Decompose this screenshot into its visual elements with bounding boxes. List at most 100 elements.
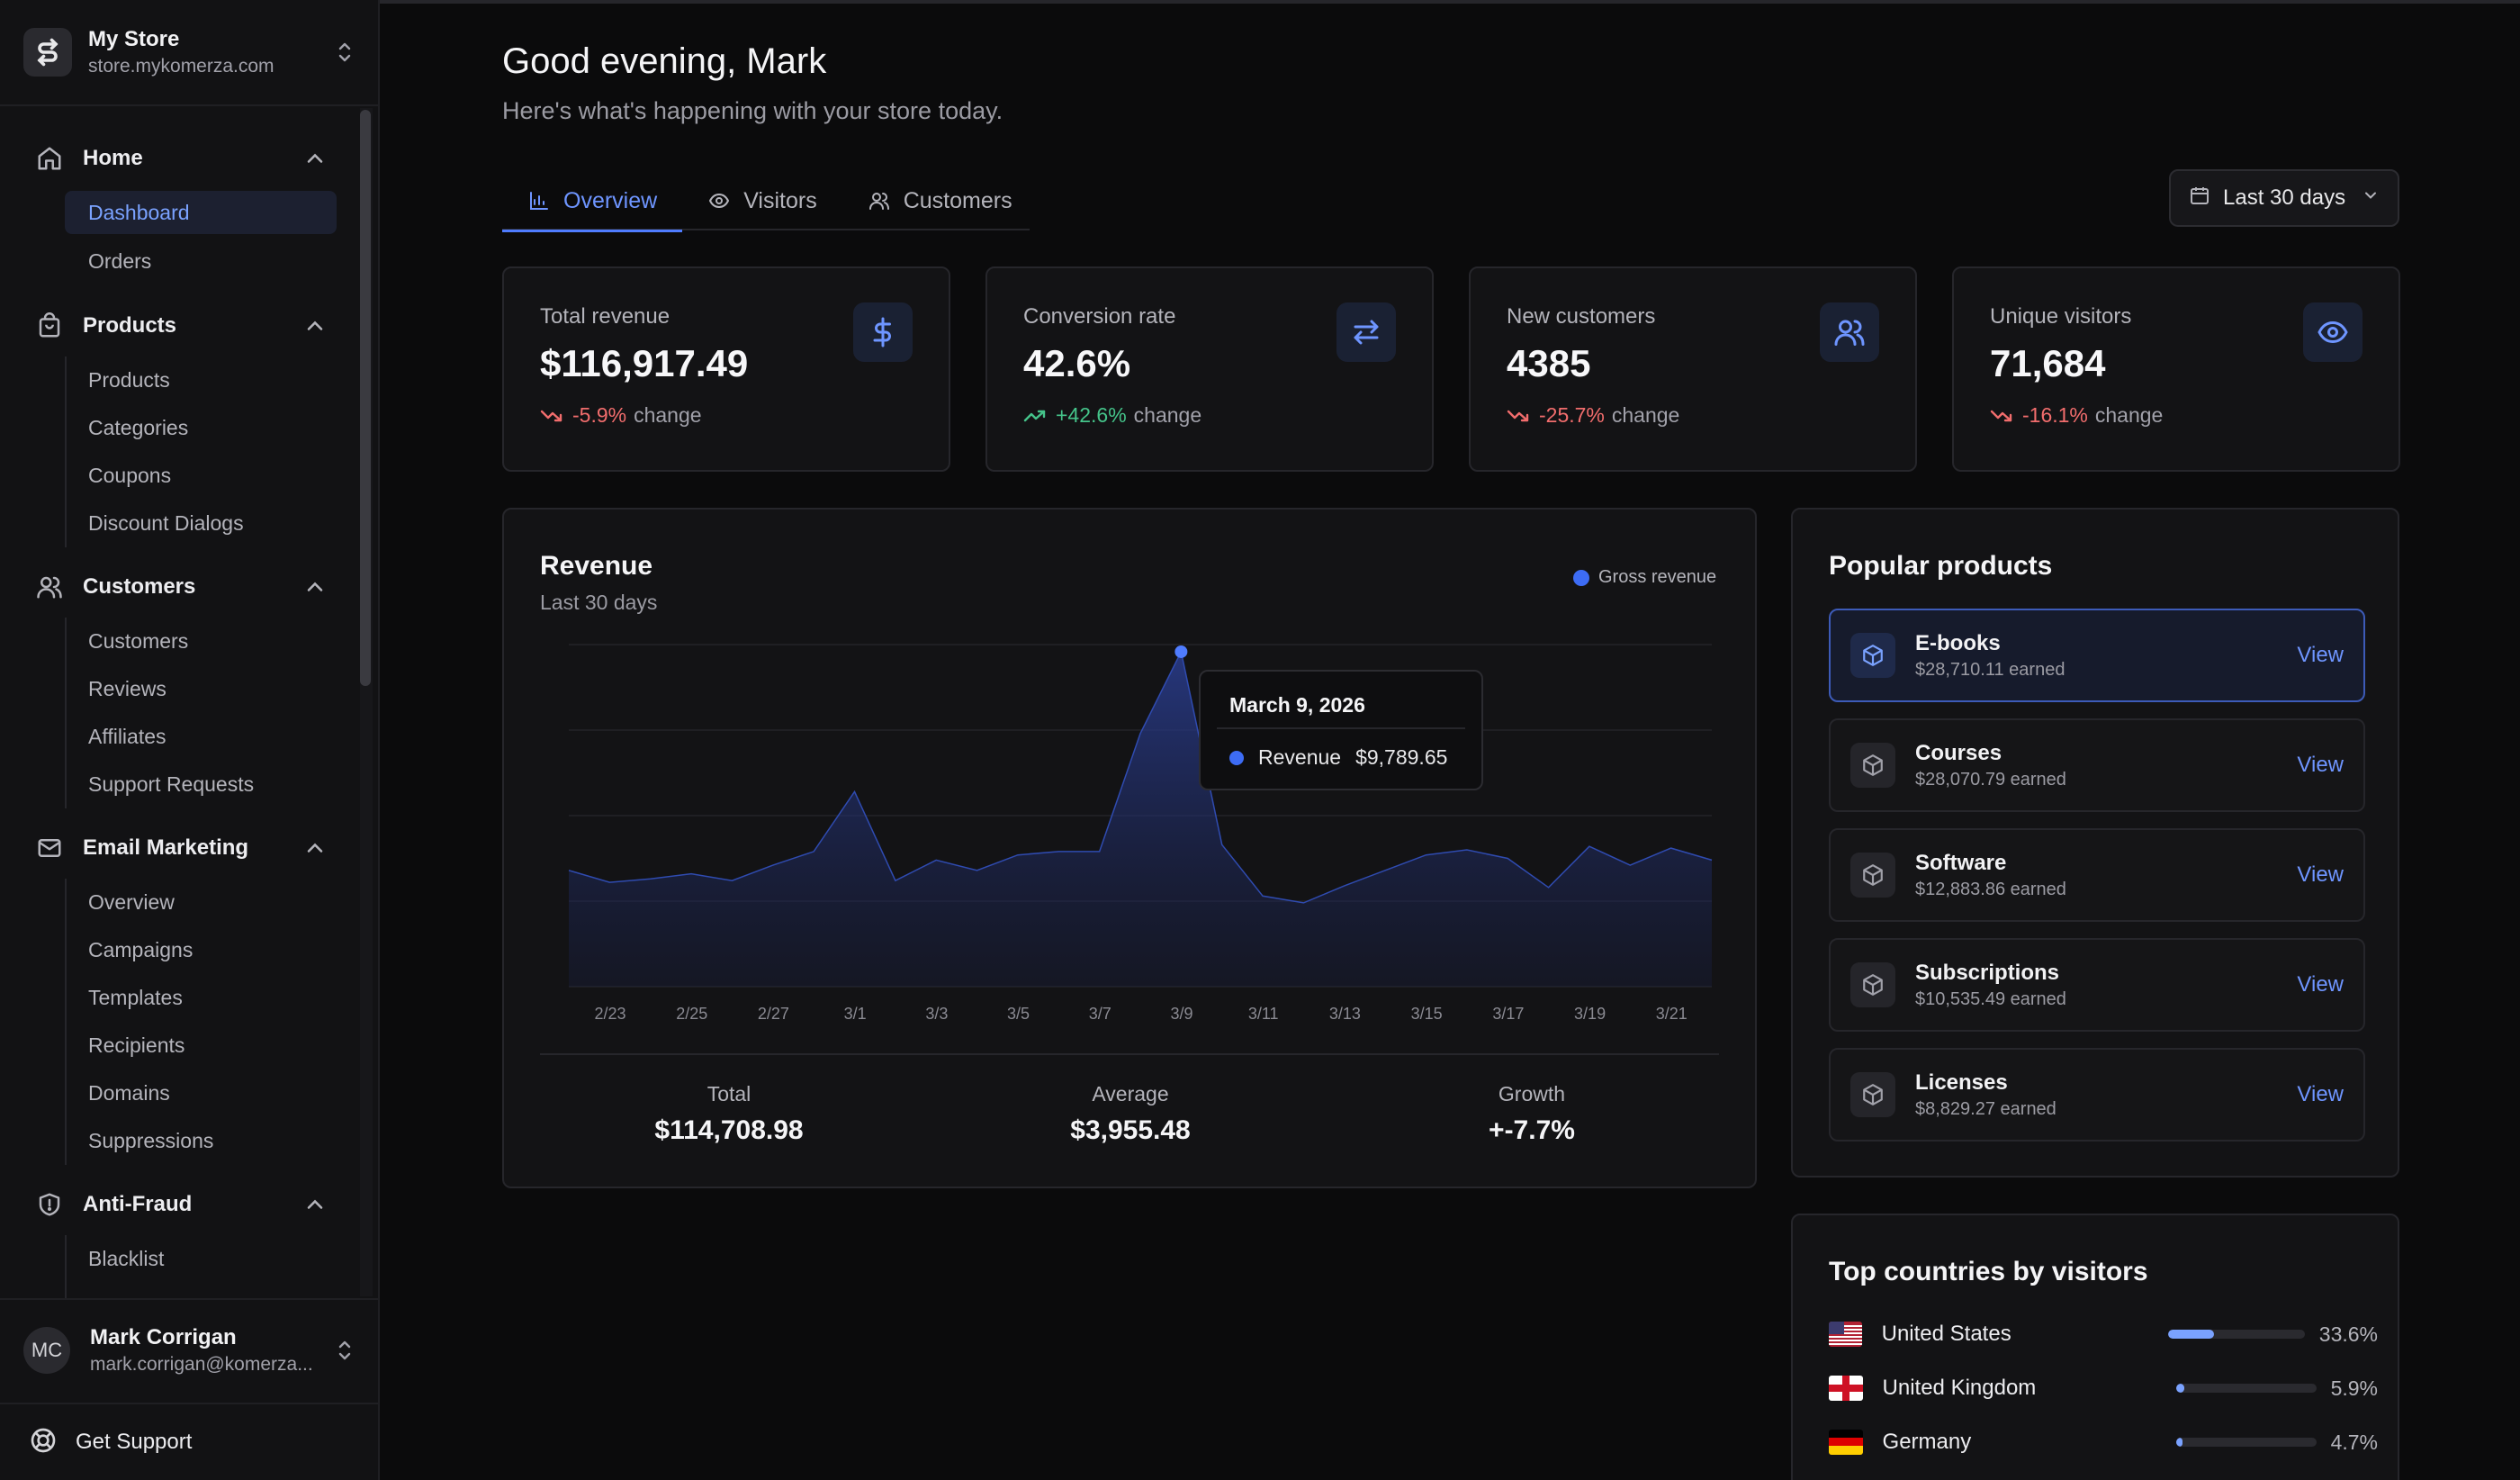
summary-value: $114,708.98 <box>654 1115 804 1145</box>
user-email: mark.corrigan@komerza... <box>90 1354 313 1375</box>
product-view-link[interactable]: View <box>2297 972 2344 997</box>
country-pct: 4.7% <box>2330 1430 2378 1454</box>
tab-label: Visitors <box>743 187 817 213</box>
tab-overview[interactable]: Overview <box>502 171 683 232</box>
dollar-icon <box>853 302 913 362</box>
box-icon <box>1850 1072 1895 1117</box>
revenue-title: Revenue <box>540 551 653 581</box>
lifebuoy-icon <box>29 1426 58 1459</box>
country-pct: 33.6% <box>2318 1322 2378 1346</box>
sidebar-item-products[interactable]: Products <box>88 367 170 392</box>
page-subtitle: Here's what's happening with your store … <box>502 97 1004 124</box>
sidebar-item-orders[interactable]: Orders <box>88 248 152 273</box>
nav-group-home[interactable]: Home <box>34 139 328 178</box>
chart-tooltip: March 9, 2026 Revenue $9,789.65 <box>1199 670 1483 790</box>
product-row-courses[interactable]: Courses $28,070.79 earned View <box>1829 718 2365 812</box>
product-row-subscriptions[interactable]: Subscriptions $10,535.49 earned View <box>1829 938 2365 1032</box>
stat-label: New customers <box>1507 304 1656 329</box>
box-icon <box>1850 962 1895 1007</box>
tab-visitors[interactable]: Visitors <box>682 171 842 230</box>
revenue-chart[interactable]: 2/23 2/25 2/27 3/1 3/3 3/5 3/7 3/9 3/11 3/13 3/15 3… <box>504 510 1755 1050</box>
sidebar-item-recipients[interactable]: Recipients <box>88 1033 185 1057</box>
series-area-gross-revenue[interactable] <box>569 651 1712 987</box>
dashboard-tabs: Overview Visitors Customers <box>502 171 1030 232</box>
stat-change-value: -25.7% <box>1539 403 1605 427</box>
chart-point-highlight[interactable] <box>1174 645 1188 658</box>
eye-icon <box>707 189 731 212</box>
product-row-software[interactable]: Software $12,883.86 earned View <box>1829 828 2365 922</box>
stat-value: 71,684 <box>1990 342 2106 384</box>
country-bar-fill <box>2175 1438 2182 1447</box>
nav-group-anti-fraud[interactable]: Anti-Fraud <box>34 1185 328 1224</box>
eye-icon <box>2303 302 2362 362</box>
store-domain: store.mykomerza.com <box>88 56 274 77</box>
tooltip-label: Revenue <box>1258 745 1342 769</box>
get-support-label: Get Support <box>76 1430 193 1454</box>
stat-change: -16.1% change <box>1990 403 2163 428</box>
box-icon <box>1850 633 1895 678</box>
sidebar-scrollbar[interactable] <box>360 110 371 686</box>
trend-down-icon <box>540 410 562 421</box>
legend-label: Gross revenue <box>1598 567 1717 587</box>
sidebar-item-customers[interactable]: Customers <box>88 628 189 653</box>
x-tick-label: 2/25 <box>676 1005 707 1023</box>
country-name: Germany <box>1882 1430 1972 1454</box>
de-flag-icon <box>1829 1430 1863 1455</box>
country-pct: 5.9% <box>2330 1376 2378 1400</box>
sidebar-item-affiliates[interactable]: Affiliates <box>88 724 166 748</box>
stat-change: +42.6% change <box>1023 403 1202 428</box>
home-icon <box>34 143 65 174</box>
get-support-link[interactable]: Get Support <box>0 1403 378 1480</box>
chevron-up-icon <box>307 582 323 591</box>
trend-down-icon <box>1990 410 2012 421</box>
stat-change-suffix: change <box>2094 403 2164 427</box>
sidebar-item-discount-dialogs[interactable]: Discount Dialogs <box>88 510 244 535</box>
summary-label: Growth <box>1498 1082 1566 1105</box>
sidebar-item-support-requests[interactable]: Support Requests <box>88 772 255 796</box>
stat-change-suffix: change <box>634 403 702 427</box>
nav-group-label: Home <box>83 146 143 170</box>
country-row-us: United States 33.6% <box>1829 1316 2378 1352</box>
product-view-link[interactable]: View <box>2297 643 2344 667</box>
tab-customers[interactable]: Customers <box>842 171 1038 230</box>
store-switcher[interactable]: My Store store.mykomerza.com <box>0 0 378 106</box>
chart-legend: Gross revenue <box>1573 567 1716 588</box>
summary-total: Total $114,708.98 <box>594 1082 864 1146</box>
nav-group-label: Products <box>83 313 177 338</box>
product-view-link[interactable]: View <box>2297 753 2344 777</box>
nav-group-email-marketing[interactable]: Email Marketing <box>34 828 328 868</box>
x-tick-label: 3/21 <box>1656 1005 1688 1023</box>
sidebar-item-email-overview[interactable]: Overview <box>88 889 175 914</box>
legend-swatch <box>1573 569 1589 586</box>
product-view-link[interactable]: View <box>2297 1082 2344 1106</box>
user-menu[interactable]: MC Mark Corrigan mark.corrigan@komerza..… <box>0 1298 378 1401</box>
product-row-ebooks[interactable]: E-books $28,710.11 earned View <box>1829 609 2365 702</box>
tooltip-divider <box>1217 727 1465 729</box>
stat-card-unique-visitors: Unique visitors 71,684 -16.1% change <box>1952 266 2400 472</box>
sidebar-item-reviews[interactable]: Reviews <box>88 676 166 700</box>
sidebar-item-categories[interactable]: Categories <box>88 415 189 439</box>
nav-group-products[interactable]: Products <box>34 306 328 346</box>
summary-label: Total <box>706 1082 752 1105</box>
date-range-select[interactable]: Last 30 days <box>2169 169 2399 227</box>
sidebar-item-campaigns[interactable]: Campaigns <box>88 937 194 961</box>
sidebar-item-coupons[interactable]: Coupons <box>88 463 172 487</box>
calendar-icon <box>2189 185 2210 212</box>
chevron-up-icon <box>307 153 323 163</box>
x-tick-label: 3/5 <box>1007 1005 1030 1023</box>
tooltip-date: March 9, 2026 <box>1229 693 1365 717</box>
x-tick-label: 2/27 <box>758 1005 789 1023</box>
nav-group-customers[interactable]: Customers <box>34 567 328 607</box>
summary-label: Average <box>1092 1082 1169 1105</box>
sidebar-item-dashboard[interactable]: Dashboard <box>65 191 337 234</box>
country-row-uk: United Kingdom 5.9% <box>1829 1370 2378 1406</box>
product-row-licenses[interactable]: Licenses $8,829.27 earned View <box>1829 1048 2365 1142</box>
product-view-link[interactable]: View <box>2297 862 2344 887</box>
stat-label: Total revenue <box>540 304 670 329</box>
popular-products-title: Popular products <box>1829 551 2053 581</box>
sidebar-item-blacklist[interactable]: Blacklist <box>88 1246 165 1270</box>
sidebar-item-suppressions[interactable]: Suppressions <box>88 1128 214 1152</box>
sidebar-item-templates[interactable]: Templates <box>88 985 183 1009</box>
sidebar-item-domains[interactable]: Domains <box>88 1080 170 1105</box>
chart-icon <box>527 189 551 212</box>
